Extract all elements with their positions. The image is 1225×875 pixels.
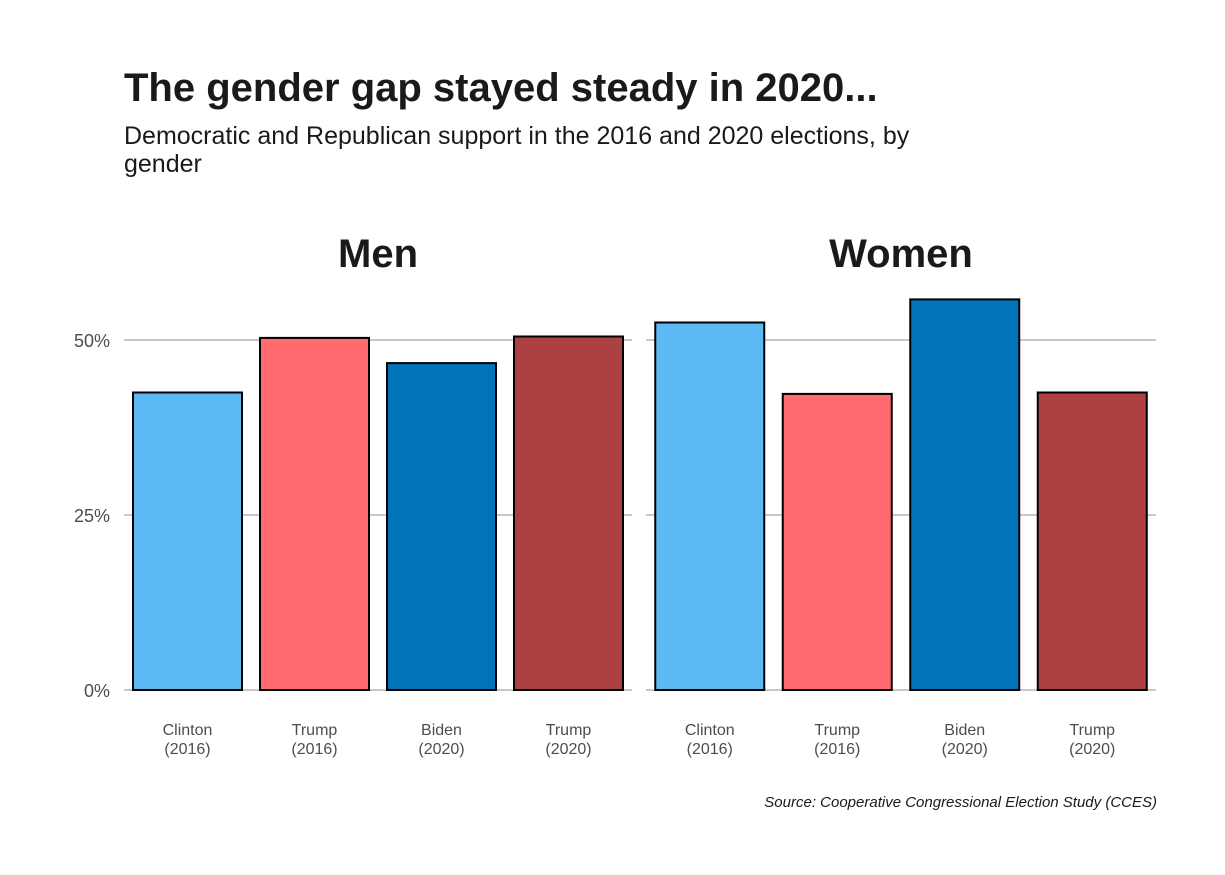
x-tick-label: Trump (2016) xyxy=(814,722,860,758)
x-tick-label: Trump (2016) xyxy=(291,722,337,758)
chart-title: The gender gap stayed steady in 2020... xyxy=(124,66,878,110)
bar xyxy=(386,362,497,691)
source-caption: Source: Cooperative Congressional Electi… xyxy=(764,794,1157,811)
bars xyxy=(132,298,1148,691)
bar xyxy=(781,392,893,691)
y-tick-label: 0% xyxy=(84,681,110,701)
facet-titles: Men Women xyxy=(338,232,973,276)
y-axis: 0% 25% 50% xyxy=(74,331,110,701)
bar xyxy=(132,391,243,691)
bar xyxy=(654,321,766,691)
x-tick-label: Clinton (2016) xyxy=(163,722,213,758)
x-axis: Clinton (2016) Trump (2016) Biden (2020) Trump… xyxy=(163,722,1116,758)
x-tick-label: Biden (2020) xyxy=(418,722,464,758)
bar xyxy=(909,298,1021,691)
bar xyxy=(513,335,624,691)
x-tick-label: Biden (2020) xyxy=(942,722,988,758)
y-tick-label: 25% xyxy=(74,506,110,526)
x-tick-label: Clinton (2016) xyxy=(685,722,735,758)
chart-subtitle: Democratic and Republican support in the… xyxy=(124,122,910,178)
bar xyxy=(259,336,370,691)
x-tick-label: Trump (2020) xyxy=(1069,722,1115,758)
facet-title: Women xyxy=(829,232,973,276)
bar xyxy=(1036,391,1148,691)
x-tick-label: Trump (2020) xyxy=(545,722,591,758)
y-tick-label: 50% xyxy=(74,331,110,351)
facet-title: Men xyxy=(338,232,418,276)
